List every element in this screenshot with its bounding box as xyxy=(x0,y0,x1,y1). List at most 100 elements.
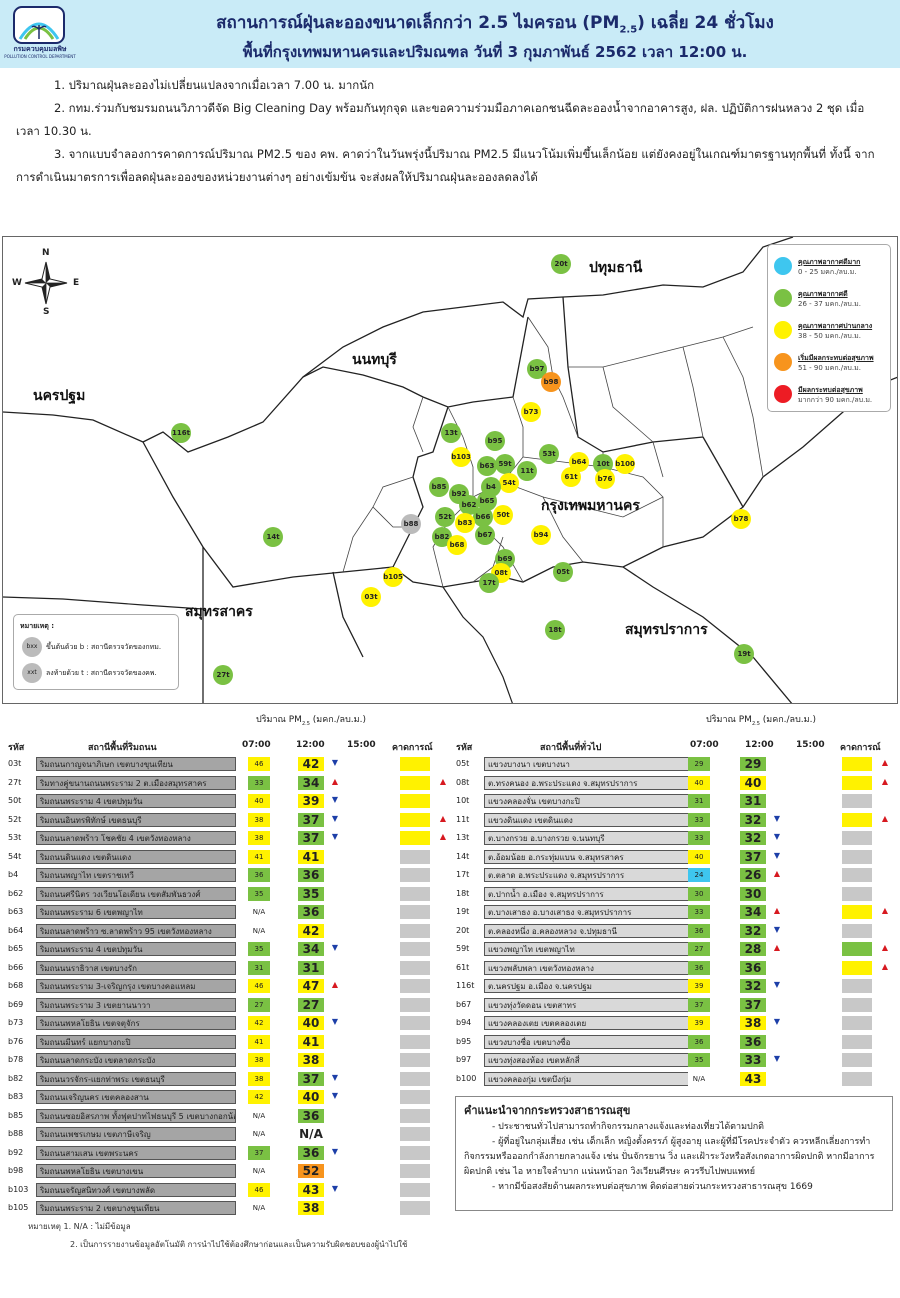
value-0700: 36 xyxy=(688,960,710,975)
unit-sub: 2.5 xyxy=(301,720,310,727)
right-col-1200: 12:00 xyxy=(745,740,774,750)
left-col-0700: 07:00 xyxy=(242,740,271,750)
trend-arrow-icon: ▼ xyxy=(331,943,339,952)
value-0700: 42 xyxy=(248,1016,270,1030)
station-code: b100 xyxy=(456,1073,477,1083)
trend-arrow-icon xyxy=(330,906,340,916)
forecast-cell xyxy=(400,942,430,956)
value-1200: 32 xyxy=(740,923,766,938)
station-name: ริมถนนพระราม 6 เขตพญาไท xyxy=(36,905,236,919)
forecast-cell xyxy=(400,1053,430,1067)
station-name: ริมถนนศรีนิตร วงเวียนโอเดียน เขตสัมพันธว… xyxy=(36,886,236,901)
value-1200: 38 xyxy=(740,1016,766,1030)
unit-sub: 2.5 xyxy=(751,720,760,727)
value-0700: 31 xyxy=(688,794,710,808)
station-code: 11t xyxy=(456,814,470,824)
forecast-arrow-icon: ▲ xyxy=(439,832,447,841)
table-row: b105 ริมถนนพระราม 2 เขตบางขุนเทียน N/A 38 xyxy=(8,1200,448,1216)
value-1200: 26 xyxy=(740,868,766,882)
value-1200: 36 xyxy=(740,960,766,975)
advice-line: - ผู้ที่อยู่ในกลุ่มเสี่ยง เช่น เด็กเล็ก … xyxy=(464,1137,875,1177)
value-1200: 34 xyxy=(298,775,324,790)
table-row: 53t ริมถนนลาดพร้าว โชคชัย 4 เขตวังทองหลาง… xyxy=(8,830,448,846)
forecast-cell xyxy=(400,960,430,975)
trend-arrow-icon: ▲ xyxy=(331,980,339,989)
station-name: ต.บางเสาธง อ.บางเสาธง จ.สมุทรปราการ xyxy=(484,905,694,919)
right-col-forecast: คาดการณ์ xyxy=(840,743,881,753)
value-0700: 31 xyxy=(248,960,270,975)
legend-range: 26 - 37 มคก./ลบ.ม. xyxy=(798,300,861,308)
station-name: ต.บางกรวย อ.บางกรวย จ.นนทบุรี xyxy=(484,831,694,845)
table-row: b83 ริมถนนเจริญนคร เขตคลองสาน 42 40 ▼ xyxy=(8,1089,448,1105)
value-1200: 38 xyxy=(298,1053,324,1067)
forecast-arrow-icon: ▲ xyxy=(881,961,889,971)
table-row: 116t ต.นครปฐม อ.เมือง จ.นครปฐม 39 32 ▼ xyxy=(456,978,896,994)
station-code: 52t xyxy=(8,814,22,824)
station-marker-b73: b73 xyxy=(521,402,541,422)
forecast-cell xyxy=(400,775,430,790)
table-row: b78 ริมถนนลาดกระบัง เขตลาดกระบัง 38 38 xyxy=(8,1052,448,1068)
legend-range: 38 - 50 มคก./ลบ.ม. xyxy=(798,332,861,340)
district-boundaries xyxy=(3,237,897,703)
trend-arrow-icon: ▼ xyxy=(331,1091,339,1100)
station-code: 13t xyxy=(456,833,470,842)
station-code: 10t xyxy=(456,796,470,805)
station-name: ริมถนนพระราม 4 เขตปทุมวัน xyxy=(36,942,236,956)
table-row: 52t ริมถนนอินทรพิทักษ์ เขตธนบุรี 38 37 ▼ ▲ xyxy=(8,812,448,828)
station-name: ริมถนนพระราม 3-เจริญกรุง เขตบางคอแหลม xyxy=(36,979,236,993)
title-text: สถานการณ์ฝุ่นละอองขนาดเล็กกว่า 2.5 ไมครอ… xyxy=(216,13,620,33)
table-row: b85 ริมถนนซอยอิสรภาพ ทั้งฟุตปาทไฟธนบุรี 5… xyxy=(8,1108,448,1124)
value-0700: N/A xyxy=(248,1127,270,1141)
station-code: b95 xyxy=(456,1036,472,1046)
forecast-cell xyxy=(400,1145,430,1160)
station-code: b94 xyxy=(456,1018,472,1027)
station-name: ต.นครปฐม อ.เมือง จ.นครปฐม xyxy=(484,979,694,993)
station-code: b67 xyxy=(456,999,472,1009)
value-0700: N/A xyxy=(688,1071,710,1086)
legend-title: คุณภาพอากาศดีมาก xyxy=(798,258,861,266)
compass-east: E xyxy=(73,278,80,288)
station-marker-53t: 53t xyxy=(539,444,559,464)
pcd-logo-icon xyxy=(13,6,65,44)
table-row: b98 ริมถนนพหลโยธิน เขตบางเขน N/A 52 xyxy=(8,1163,448,1179)
province-label: กรุงเทพมหานคร xyxy=(541,498,640,514)
table-row: 50t ริมถนนพระราม 4 เขตปทุมวัน 40 39 ▼ xyxy=(8,793,448,809)
station-marker-b97: b97 xyxy=(527,359,547,379)
station-name: ริมถนนพระราม 2 เขตบางขุนเทียน xyxy=(36,1201,236,1215)
station-code: b65 xyxy=(8,944,24,953)
forecast-arrow-icon: ▲ xyxy=(881,758,889,767)
left-unit-header: ปริมาณ PM2.5 (มคก./ลบ.ม.) xyxy=(256,712,366,727)
legend-swatch xyxy=(774,353,792,371)
station-code: b83 xyxy=(8,1092,24,1101)
value-1200: 34 xyxy=(298,942,324,956)
station-marker-18t: 18t xyxy=(545,620,565,640)
trend-arrow-icon xyxy=(330,1054,340,1064)
trend-arrow-icon xyxy=(330,1202,340,1212)
unit-text: ปริมาณ PM xyxy=(256,715,302,725)
header-banner: กรมควบคุมมลพิษ POLLUTION CONTROL DEPARTM… xyxy=(0,0,900,68)
forecast-cell xyxy=(842,794,872,808)
forecast-cell xyxy=(400,757,430,771)
forecast-cell xyxy=(842,757,872,771)
value-0700: 35 xyxy=(248,942,270,956)
value-0700: N/A xyxy=(248,923,270,938)
station-marker-b98: b98 xyxy=(541,372,561,392)
trend-arrow-icon: ▼ xyxy=(331,813,339,823)
value-0700: 33 xyxy=(688,905,710,919)
station-code: 59t xyxy=(456,944,470,953)
forecast-cell xyxy=(842,775,872,790)
forecast-cell xyxy=(842,942,872,956)
station-marker-b103: b103 xyxy=(451,447,471,467)
value-1200: 32 xyxy=(740,812,766,827)
station-code: 14t xyxy=(456,851,470,861)
station-code: 116t xyxy=(456,981,475,990)
forecast-cell xyxy=(400,849,430,864)
forecast-cell xyxy=(400,1108,430,1123)
value-0700: 38 xyxy=(248,831,270,845)
trend-arrow-icon xyxy=(330,925,340,935)
station-name: ต.ตลาด อ.พระประแดง จ.สมุทรปราการ xyxy=(484,868,694,882)
value-1200: 47 xyxy=(298,979,324,993)
trend-arrow-icon: ▲ xyxy=(331,776,339,786)
trend-arrow-icon xyxy=(330,999,340,1009)
trend-arrow-icon: ▼ xyxy=(773,924,781,934)
